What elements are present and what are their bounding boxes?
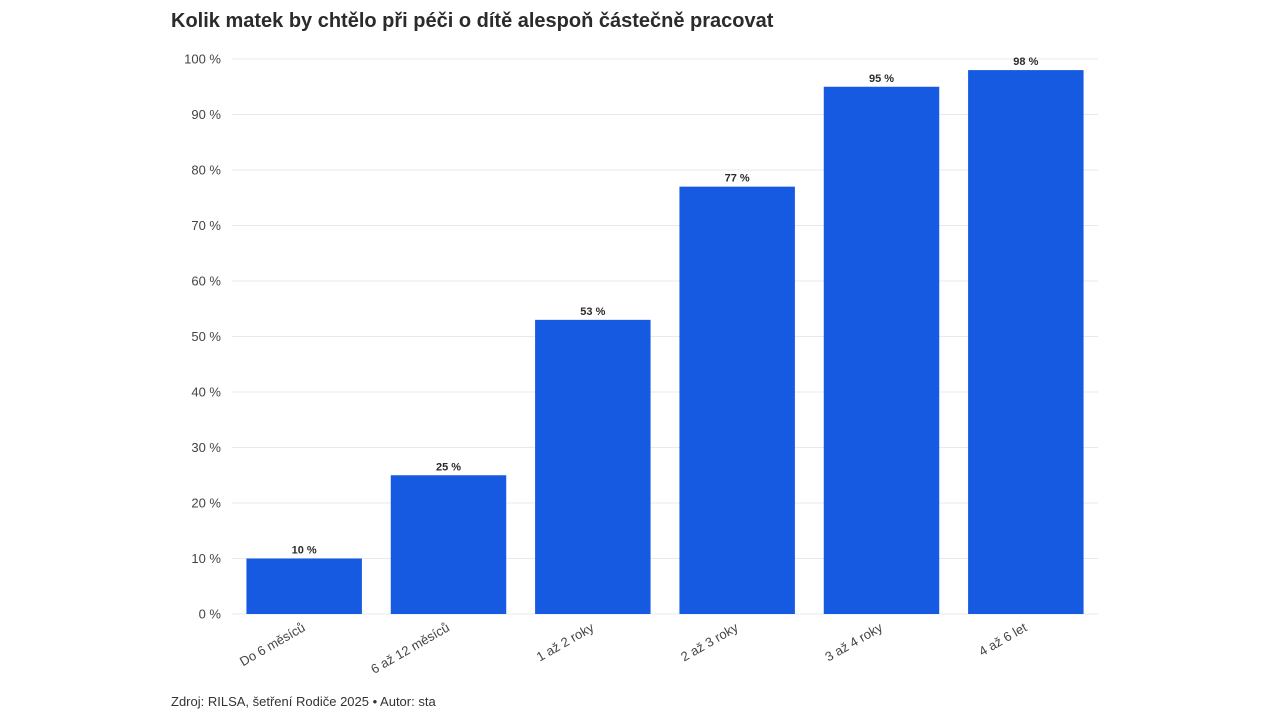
bar (679, 186, 795, 614)
x-tick-label: 3 až 4 roky (822, 619, 885, 664)
x-tick-label: 1 až 2 roky (534, 619, 597, 664)
data-label: 25 % (436, 461, 461, 473)
bar (968, 70, 1084, 615)
y-tick-label: 30 % (191, 440, 221, 455)
y-axis-tick-labels: 0 % 10 % 20 % 30 % 40 % 50 % 60 % 70 % 80 % 90 % 1… (184, 52, 221, 622)
data-labels: 10 % 25 % 53 % 77 % 95 % 98 % (292, 56, 1039, 556)
y-tick-label: 60 % (191, 274, 221, 289)
bar-chart: 0 % 10 % 20 % 30 % 40 % 50 % 60 % 70 % 80 % 90 % 1… (184, 52, 1098, 677)
x-axis-category-labels: Do 6 měsíců 6 až 12 měsíců 1 až 2 roky 2 až… (237, 619, 1030, 676)
x-tick-label: 6 až 12 měsíců (368, 620, 452, 677)
y-tick-label: 70 % (191, 218, 221, 233)
x-tick-label: Do 6 měsíců (237, 620, 308, 669)
grid-lines (232, 58, 1098, 615)
data-label: 77 % (725, 173, 750, 185)
x-tick-label: 2 až 3 roky (678, 619, 741, 664)
y-tick-label: 10 % (191, 551, 221, 566)
y-tick-label: 50 % (191, 329, 221, 344)
bars (246, 70, 1084, 615)
y-tick-label: 100 % (184, 52, 221, 67)
data-label: 95 % (869, 73, 894, 85)
source-note: Zdroj: RILSA, šetření Rodiče 2025 • Auto… (171, 694, 436, 709)
y-tick-label: 80 % (191, 163, 221, 178)
data-label: 98 % (1013, 56, 1038, 68)
x-tick-label: 4 až 6 let (976, 619, 1030, 659)
y-tick-label: 90 % (191, 107, 221, 122)
y-tick-label: 0 % (199, 607, 222, 622)
data-label: 53 % (580, 306, 605, 318)
y-tick-label: 40 % (191, 385, 221, 400)
chart-title: Kolik matek by chtělo při péči o dítě al… (171, 10, 774, 32)
bar (823, 86, 940, 614)
bar (390, 475, 507, 614)
data-label: 10 % (292, 545, 317, 557)
y-tick-label: 20 % (191, 496, 221, 511)
bar (535, 319, 651, 614)
bar (246, 558, 362, 614)
